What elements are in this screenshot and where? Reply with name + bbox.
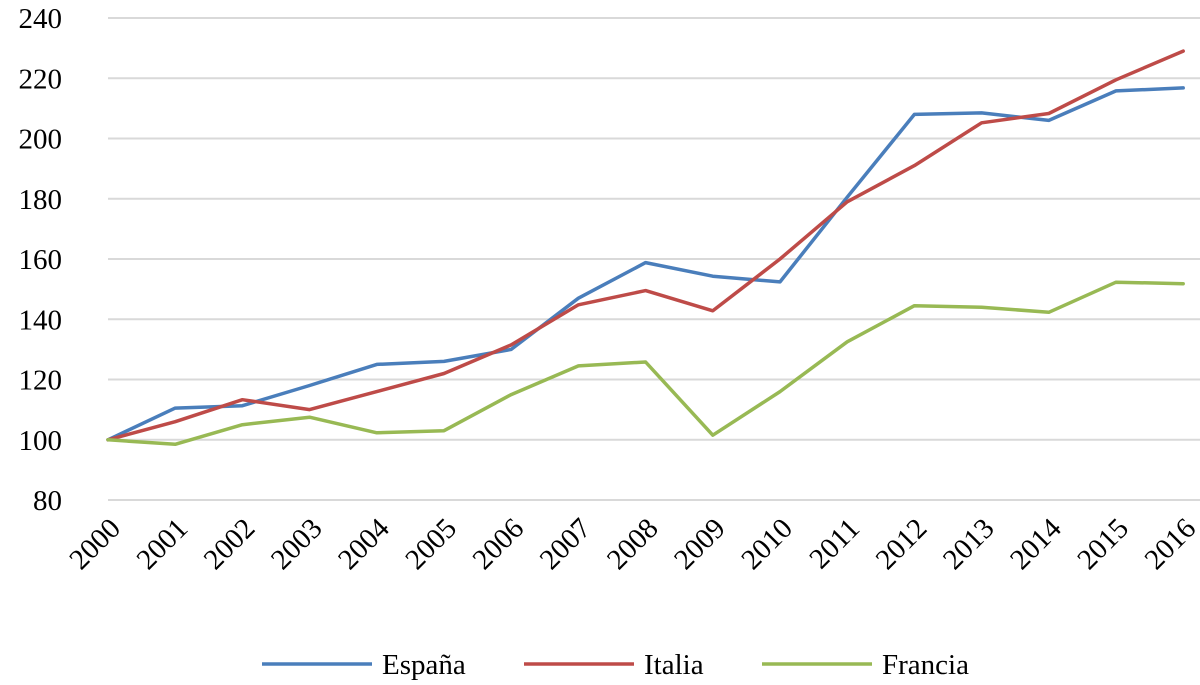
x-tick-label: 2010 <box>735 512 799 576</box>
x-tick-label: 2005 <box>399 512 463 576</box>
x-tick-label: 2013 <box>937 512 1001 576</box>
y-tick-label: 140 <box>19 304 63 336</box>
y-tick-label: 160 <box>19 244 63 276</box>
x-tick-label: 2006 <box>467 512 531 576</box>
series-line-francia <box>106 280 1185 447</box>
y-tick-label: 80 <box>33 485 62 517</box>
x-tick-label: 2003 <box>265 512 329 576</box>
x-tick-label: 2012 <box>870 512 934 576</box>
x-tick-label: 2002 <box>198 512 262 576</box>
y-tick-label: 220 <box>19 63 63 95</box>
y-tick-label: 120 <box>19 365 63 397</box>
y-tick-label: 100 <box>19 425 63 457</box>
legend: España Italia Francia <box>262 649 969 681</box>
x-tick-label: 2004 <box>332 512 396 576</box>
x-tick-label: 2007 <box>534 512 598 576</box>
x-tick-label: 2016 <box>1139 512 1200 576</box>
legend-label-francia: Francia <box>882 649 969 681</box>
x-tick-label: 2000 <box>63 512 127 576</box>
series-lines <box>106 49 1185 447</box>
legend-label-italia: Italia <box>644 649 704 681</box>
legend-label-españa: España <box>382 649 466 681</box>
x-tick-label: 2015 <box>1071 512 1135 576</box>
x-tick-label: 2001 <box>131 512 195 576</box>
gridlines <box>108 17 1200 501</box>
x-tick-label: 2011 <box>803 512 866 575</box>
x-tick-label: 2008 <box>601 512 665 576</box>
x-tick-label: 2009 <box>668 512 732 576</box>
x-axis-ticks: 2000 2001 2002 2003 2004 2005 2006 2007 2008 2009… <box>63 512 1200 576</box>
series-line-españa <box>106 86 1185 442</box>
series-line-italia <box>106 49 1185 442</box>
y-tick-label: 240 <box>19 3 63 35</box>
y-tick-label: 200 <box>19 124 63 156</box>
x-tick-label: 2014 <box>1004 512 1068 576</box>
y-tick-label: 180 <box>19 184 63 216</box>
y-axis-ticks: 80 100 120 140 160 180 200 220 240 <box>19 3 63 517</box>
